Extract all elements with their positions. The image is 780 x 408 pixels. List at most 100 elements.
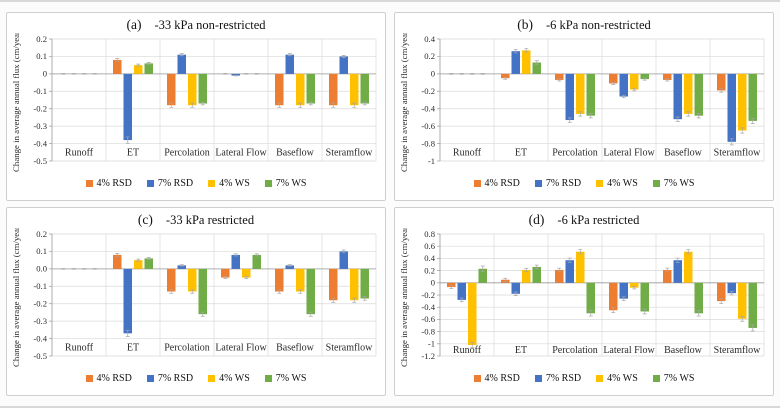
x-category-label: ET: [514, 147, 526, 158]
bar-4WS-Baseflow: [295, 268, 304, 292]
bar-7WS-Runoff: [478, 268, 487, 283]
legend-label: 4% RSD: [96, 372, 132, 384]
bar-7RSD-Percolation: [565, 260, 574, 283]
panel-c-title: (c) -33 kPa restricted: [138, 212, 254, 228]
legend-label: 4% WS: [607, 177, 638, 189]
bar-7RSD-ET: [123, 268, 132, 334]
y-tick-label: 0: [42, 69, 46, 79]
panel-d-title-text: -6 kPa restricted: [557, 213, 640, 227]
bar-4RSD-Steramflow: [716, 282, 725, 302]
bar-4WS-Runoff: [467, 282, 476, 346]
bar-7WS-Percolation: [586, 73, 595, 116]
y-tick-label: 0.0: [36, 264, 47, 274]
y-tick-label: -0.8: [421, 326, 435, 336]
bar-7RSD-Percolation: [177, 54, 186, 74]
bar-7WS-Baseflow: [694, 282, 703, 314]
bar-7RSD-ET: [511, 282, 520, 294]
x-category-label: ET: [126, 147, 138, 158]
bar-7RSD-Steramflow: [727, 282, 736, 294]
y-tick-label: -0.3: [33, 121, 47, 131]
bar-7RSD-Steramflow: [339, 251, 348, 269]
panel-d-legend: 4% RSD 7% RSD 4% WS 7% WS: [473, 370, 694, 386]
bar-7RSD-Baseflow: [673, 73, 682, 120]
y-tick-label: -0.5: [33, 156, 47, 166]
bar-7WS-ET: [144, 258, 153, 269]
x-category-label: ET: [514, 345, 526, 356]
bar-4RSD-Baseflow: [662, 269, 671, 283]
bar-7WS-Percolation: [198, 73, 207, 104]
y-tick-label: 0.2: [36, 229, 47, 239]
legend-item-4RSD: 4% RSD: [85, 178, 132, 189]
panel-a-label: (a): [126, 17, 142, 32]
bar-4WS-Steramflow: [737, 73, 746, 131]
bar-4WS-Steramflow: [349, 73, 358, 106]
legend-swatch: [652, 179, 660, 187]
legend-item-7RSD: 7% RSD: [146, 177, 194, 189]
bar-7RSD-Percolation: [177, 265, 186, 269]
y-tick-label: -0.8: [421, 138, 435, 148]
y-tick-label: -0.6: [421, 314, 435, 324]
x-category-label: Runoff: [64, 342, 93, 353]
bar-4WS-Percolation: [575, 73, 584, 114]
bar-7WS-Baseflow: [306, 73, 315, 104]
y-tick-label: 0.2: [36, 34, 47, 44]
bar-7WS-Percolation: [586, 282, 595, 314]
x-category-label: Baseflow: [664, 345, 703, 356]
panel-c: (c) -33 kPa restricted 0.2 0.1 0.0 -0.1 -0.2 -…: [6, 207, 386, 396]
x-category-label: Steramflow: [325, 147, 372, 158]
y-axis-title: Change in average annual flux (cm/year): [399, 228, 409, 367]
bar-4RSD-Percolation: [554, 73, 563, 80]
bar-7RSD-LateralFlow: [619, 73, 628, 97]
x-category-label: Baseflow: [664, 147, 703, 158]
y-tick-label: 0.4: [424, 34, 435, 44]
legend-item-4WS: 4% WS: [208, 178, 250, 189]
y-tick-label: -0.4: [421, 302, 435, 312]
legend-label: 7% WS: [275, 372, 307, 384]
x-category-label: Lateral Flow: [215, 147, 267, 158]
bar-4WS-Baseflow: [683, 251, 692, 283]
legend-item-4WS: 4% WS: [596, 373, 638, 384]
bar-4WS-LateralFlow: [241, 268, 250, 278]
bar-7WS-ET: [532, 266, 541, 283]
bar-4RSD-LateralFlow: [608, 73, 617, 84]
panel-d: (d) -6 kPa restricted 0.8 0.6 0.4 0.2 0 -0.2 -0…: [394, 207, 774, 396]
legend-label: 4% WS: [607, 372, 638, 384]
bar-7RSD-LateralFlow: [231, 73, 240, 76]
legend-swatch: [264, 374, 272, 382]
panel-b-title-text: -6 kPa non-restricted: [545, 18, 651, 32]
legend-item-4WS: 4% WS: [596, 178, 638, 189]
y-tick-label: -1.2: [421, 351, 435, 361]
legend-swatch: [473, 179, 481, 187]
y-tick-label: -1: [427, 339, 434, 349]
y-tick-label: -0.1: [33, 281, 47, 291]
y-tick-label: -0.3: [33, 316, 47, 326]
x-category-label: Lateral Flow: [603, 345, 655, 356]
legend-swatch: [596, 179, 604, 187]
legend-swatch: [534, 179, 542, 187]
y-axis-title: Change in average annual flux (cm/year): [11, 228, 21, 367]
panel-c-label: (c): [137, 212, 153, 227]
y-axis-title: Change in average annual flux (cm/year): [11, 33, 21, 172]
bar-4RSD-Percolation: [166, 268, 175, 292]
bar-7WS-Percolation: [198, 268, 207, 315]
legend-swatch: [264, 179, 272, 187]
y-tick-label: -0.6: [421, 121, 435, 131]
legend-label: 7% RSD: [157, 372, 194, 384]
y-tick-label: 0.2: [424, 265, 435, 275]
legend-label: 7% RSD: [157, 177, 194, 189]
bar-4WS-Percolation: [575, 251, 584, 283]
y-tick-label: -0.5: [33, 351, 47, 361]
legend-swatch: [596, 374, 604, 382]
y-tick-label: 0.2: [424, 51, 435, 61]
y-tick-label: 0.6: [424, 241, 435, 251]
panel-d-title: (d) -6 kPa restricted: [529, 212, 640, 228]
panel-a: (a) -33 kPa non-restricted 0.2 0.1 0 -0.1 -0.…: [6, 12, 386, 201]
x-category-label: Lateral Flow: [603, 147, 655, 158]
legend-swatch: [85, 374, 93, 382]
y-tick-label: -0.1: [33, 86, 47, 96]
legend-label: 7% RSD: [545, 372, 582, 384]
legend-swatch: [208, 179, 216, 187]
y-tick-label: -0.2: [33, 299, 47, 309]
panel-b-chart: 0.4 0.2 0 -0.2 -0.4 -0.6 -0.8 -1 Runoff ET Percola…: [399, 33, 764, 172]
panel-a-legend: 4% RSD 7% RSD 4% WS 7% WS: [85, 175, 306, 191]
